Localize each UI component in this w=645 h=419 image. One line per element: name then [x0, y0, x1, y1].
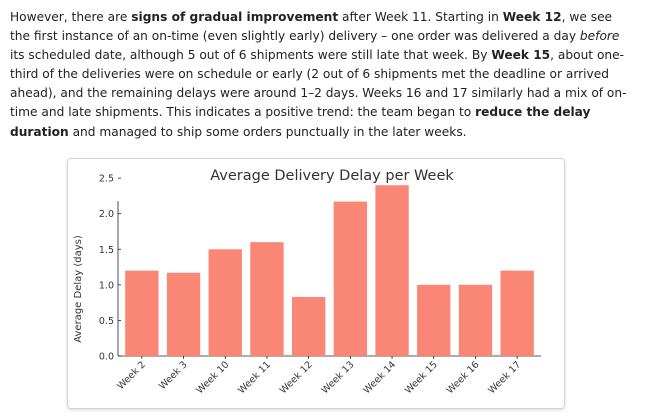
x-tick-label: Week 15	[403, 359, 440, 396]
emphasis-text: signs of gradual improvement	[131, 10, 339, 24]
bar	[375, 185, 409, 356]
x-tick-label: Week 2	[115, 359, 148, 392]
bar	[417, 284, 451, 356]
y-tick-label: 1.5	[99, 245, 114, 256]
chart-title: Average Delivery Delay per Week	[210, 168, 454, 184]
x-tick-label: Week 3	[157, 359, 190, 392]
text-segment: , we see the first instance of an on-tim…	[10, 10, 613, 44]
bar	[250, 242, 284, 356]
x-tick-label: Week 10	[195, 359, 232, 396]
italic-text: before	[579, 29, 620, 44]
y-axis-label: Average Delay (days)	[73, 235, 84, 343]
text-segment: after Week 11. Starting in	[338, 10, 503, 24]
x-tick-label: Week 13	[320, 359, 357, 396]
text-segment: However, there are	[10, 10, 132, 24]
y-tick-label: 0.0	[99, 352, 114, 363]
emphasis-text: Week 12	[502, 10, 562, 24]
bar	[500, 270, 534, 356]
text-segment: and managed to ship some orders punctual…	[68, 124, 467, 139]
bar	[291, 296, 326, 356]
text-segment: its scheduled date, although 5 out of 6 …	[10, 48, 492, 63]
y-tick-label: 2.0	[99, 209, 114, 220]
x-tick-label: Week 14	[361, 359, 398, 396]
bar	[458, 284, 493, 356]
text-segment: , about one-third of the deliveries were…	[10, 48, 627, 120]
y-tick-label: 0.5	[99, 316, 114, 327]
bar	[333, 201, 368, 356]
x-tick-label: Week 17	[486, 359, 523, 396]
emphasis-text: Week 15	[491, 48, 551, 63]
y-tick-label: 2.5	[99, 174, 114, 185]
x-tick-label: Week 12	[278, 359, 315, 396]
bar	[208, 249, 242, 356]
x-tick-label: Week 11	[236, 359, 273, 396]
bar-chart: Average Delivery Delay per Week Average …	[73, 168, 541, 396]
bar	[166, 272, 201, 356]
emphasis-text: reduce the delay duration	[10, 105, 591, 139]
chart-card: Average Delivery Delay per Week Average …	[67, 158, 565, 409]
y-tick-label: 1.0	[99, 280, 114, 291]
bar	[125, 270, 159, 356]
x-tick-label: Week 16	[445, 359, 482, 396]
analysis-paragraph: However, there are signs of gradual impr…	[10, 8, 635, 142]
